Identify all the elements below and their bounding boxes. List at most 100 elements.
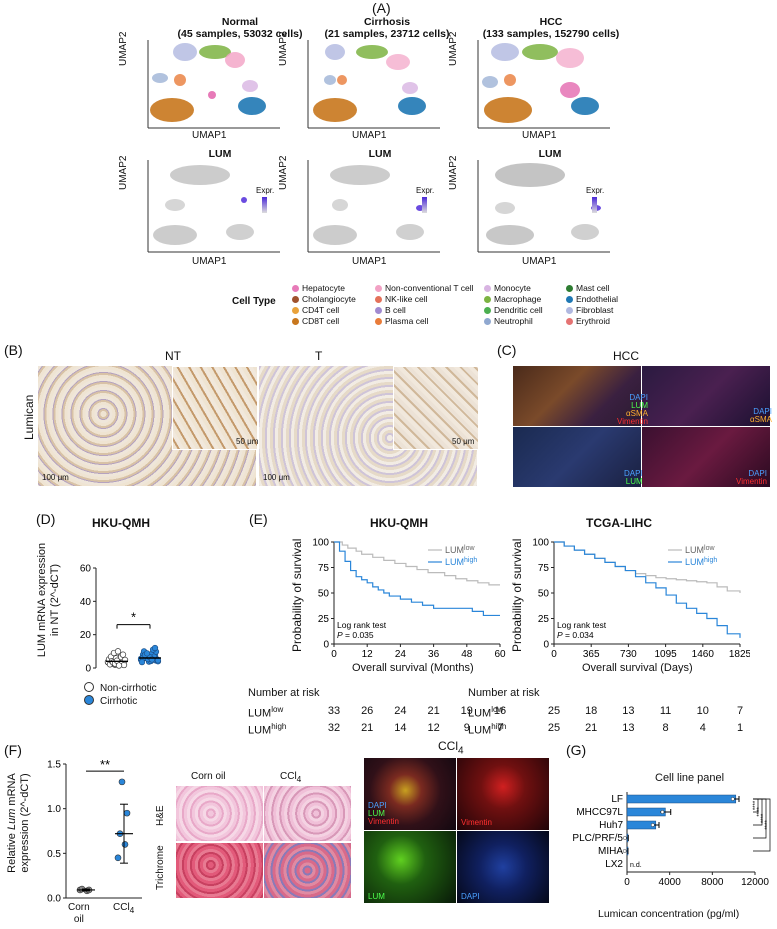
if-f-q4-label: DAPI xyxy=(461,892,480,901)
d-point-cirrhotic xyxy=(143,650,151,657)
km-line-high xyxy=(554,541,741,638)
umap-grid xyxy=(147,40,610,253)
panel-b-t: T xyxy=(315,349,323,363)
g-sig-label: **** xyxy=(757,807,763,817)
legend-dot xyxy=(292,296,299,303)
g-title: Cell line panel xyxy=(655,772,725,784)
umap-hcc-axes xyxy=(477,40,610,129)
if-f-dapi xyxy=(457,831,549,903)
f-sig-label: ** xyxy=(100,757,110,772)
risk-value: 25 xyxy=(547,722,561,734)
f-cat-ccl4: CCl4 xyxy=(113,902,135,915)
g-point xyxy=(650,823,655,827)
expr-label-1: Expr. xyxy=(256,186,275,195)
legend-dot xyxy=(292,318,299,325)
d-point-noncirrhotic xyxy=(119,651,127,658)
legend-label: Non-conventional T cell xyxy=(385,283,474,293)
g-point xyxy=(730,797,735,801)
if-vimentin xyxy=(642,427,770,487)
km-ytick-label: 25 xyxy=(538,614,550,625)
legend-item-monocyte: Monocyte xyxy=(484,283,531,293)
f-ytick-label: 0.5 xyxy=(47,849,61,860)
if-q4-labels: DAPI Vimentin xyxy=(736,469,767,486)
legend-dot xyxy=(566,307,573,314)
risk-row-label-low: LUMlow xyxy=(248,705,284,720)
km-xtick-label: 48 xyxy=(461,649,473,660)
f-point-ccl4 xyxy=(114,854,122,862)
km-legend-low-label: LUMlow xyxy=(445,545,475,556)
km-xtick-label: 1095 xyxy=(654,649,677,660)
dotplot-d: 0 20 40 60 * xyxy=(80,564,162,675)
risk-label: Number at risk xyxy=(248,687,320,699)
risk-value: 11 xyxy=(659,705,672,717)
umap-xlabel-2: UMAP1 xyxy=(352,130,387,141)
scale-bar-50-t: 50 μm xyxy=(452,437,475,446)
if-q2-labels: DAPI αSMA xyxy=(750,407,772,424)
g-sig-label: **** xyxy=(765,820,771,830)
legend-item-non-conventional-t-cell: Non-conventional T cell xyxy=(375,283,474,293)
g-cat-label: LF xyxy=(611,794,623,805)
d-ytick-label: 0 xyxy=(85,664,91,675)
g-bar xyxy=(626,807,666,817)
risk-value: 14 xyxy=(394,722,407,734)
km-ytick-label: 100 xyxy=(532,538,549,549)
bar-chart-g: 0 4000 8000 12000 LF MHCC97L Huh7 PLC/PRF/5 MIHA… xyxy=(572,792,771,888)
e-ylabel-1: Probability of survival xyxy=(290,538,304,652)
panel-d-ylabel: LUM mRNA expression in NT (2^-dCT) xyxy=(36,542,61,658)
legend-label: CD8T cell xyxy=(302,316,340,326)
risk-value: 26 xyxy=(361,705,374,717)
km-p-label: P = 0.034 xyxy=(557,630,594,640)
legend-dot xyxy=(484,296,491,303)
km-ytick-label: 50 xyxy=(318,589,330,600)
if-lum xyxy=(513,427,641,487)
legend-label: NK-like cell xyxy=(385,294,428,304)
hist-col-ccl4: CCl4 xyxy=(280,771,302,784)
km-ytick-label: 75 xyxy=(318,563,330,574)
km-plot-tcga: 0 25 50 75 100 0 365 730 1095 1460 1825 LUMlowLUMhi… xyxy=(532,538,750,661)
lum-ylabel-2: UMAP2 xyxy=(278,155,289,190)
g-xtick-label: 12000 xyxy=(741,877,769,888)
km-xtick-label: 0 xyxy=(551,649,557,660)
risk-value: 21 xyxy=(361,722,374,734)
lum-xlabel-3: UMAP1 xyxy=(522,256,557,267)
legend-item-cd8t-cell: CD8T cell xyxy=(292,316,339,326)
g-point xyxy=(660,810,665,814)
km-ytick-label: 50 xyxy=(538,589,550,600)
e-ylabel-2: Probability of survival xyxy=(510,538,524,652)
legend-item-neutrophil: Neutrophil xyxy=(484,316,533,326)
lum-xlabel-2: UMAP1 xyxy=(352,256,387,267)
hist-row-he: H&E xyxy=(155,805,166,826)
km-legend-high-label: LUMhigh xyxy=(445,557,477,568)
expr-label-3: Expr. xyxy=(586,186,605,195)
legend-label: CD4T cell xyxy=(302,305,340,315)
lum-normal-axes xyxy=(147,160,280,253)
legend-dot xyxy=(484,318,491,325)
scale-bar-100-nt: 100 μm xyxy=(42,473,69,482)
umap-title-cirrhosis: Cirrhosis (21 samples, 23712 cells) xyxy=(324,16,450,40)
legend-label: Monocyte xyxy=(494,283,531,293)
panel-b-ylabel: Lumican xyxy=(22,394,36,440)
if-f-q1-labels: DAPI LUM Vimentin xyxy=(368,801,399,826)
g-xtick-label: 0 xyxy=(624,877,630,888)
if-f-q2-label: Vimentin xyxy=(461,818,492,827)
risk-value: 21 xyxy=(427,705,440,717)
panel-f-label: (F) xyxy=(4,742,22,758)
umap-normal-axes xyxy=(147,40,280,129)
legend-dot xyxy=(566,285,573,292)
lum-xlabel-1: UMAP1 xyxy=(192,256,227,267)
legend-label: Endothelial xyxy=(576,294,619,304)
d-sig-label: * xyxy=(131,610,136,625)
f-ytick-label: 0.0 xyxy=(47,894,61,905)
km-xtick-label: 24 xyxy=(395,649,407,660)
km-ytick-label: 75 xyxy=(538,563,550,574)
e-title-2: TCGA-LIHC xyxy=(586,516,652,530)
legend-item-endothelial: Endothelial xyxy=(566,294,618,304)
legend-dot xyxy=(375,318,382,325)
d-ytick-label: 60 xyxy=(80,564,92,575)
km-xtick-label: 60 xyxy=(494,649,506,660)
legend-item-macrophage: Macrophage xyxy=(484,294,541,304)
km-test-label: Log rank test xyxy=(337,620,387,630)
panel-b-nt: NT xyxy=(165,349,181,363)
km-line-high xyxy=(334,541,500,617)
g-sig-label: **** xyxy=(753,800,759,810)
